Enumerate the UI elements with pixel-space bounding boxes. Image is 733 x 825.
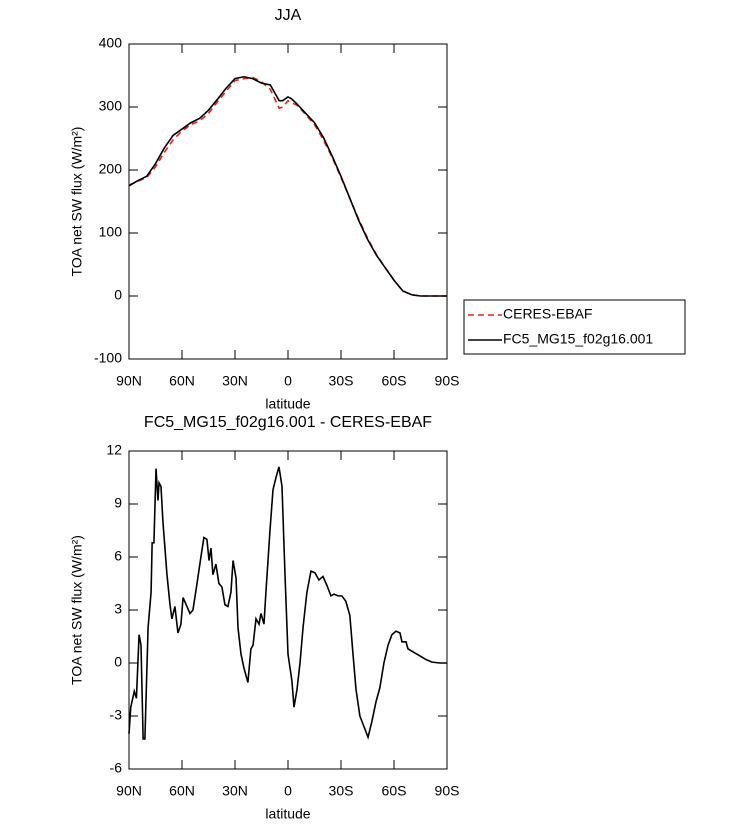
legend-box [463,299,686,355]
y-tick-label: -3 [110,707,123,723]
data-line [128,466,447,740]
data-line [128,76,447,297]
y-tick-label: 0 [114,654,122,670]
y-tick-label: -6 [110,760,123,776]
y-tick-label: 9 [114,495,122,511]
x-tick-label: 90N [116,373,142,389]
x-tick-label: 90N [116,783,142,799]
x-tick-label: 60S [382,783,407,799]
y-tick-label: 3 [114,601,122,617]
y-tick-label: 0 [114,287,122,303]
y-tick-label: 300 [99,98,123,114]
y-axis-label: TOA net SW flux (W/m²) [69,535,85,685]
plot-frame [128,43,448,360]
x-tick-label: 60N [169,373,195,389]
y-tick-label: 6 [114,548,122,564]
plot-frame [128,450,448,770]
x-tick-label: 60N [169,783,195,799]
x-tick-label: 0 [284,373,292,389]
x-axis-label: latitude [265,806,310,822]
y-tick-label: 12 [106,442,122,458]
legend-label: FC5_MG15_f02g16.001 [503,331,653,347]
x-tick-label: 90S [435,783,460,799]
y-tick-label: 400 [99,35,123,51]
y-tick-label: 200 [99,161,123,177]
x-tick-label: 30N [222,783,248,799]
y-axis-label: TOA net SW flux (W/m²) [69,127,85,277]
x-tick-label: 60S [382,373,407,389]
legend-label: CERES-EBAF [503,306,592,322]
x-tick-label: 30S [329,783,354,799]
x-tick-label: 30S [329,373,354,389]
y-tick-label: 100 [99,224,123,240]
x-tick-label: 0 [284,783,292,799]
x-tick-label: 90S [435,373,460,389]
data-line [128,75,447,297]
chart-title: JJA [275,7,302,24]
x-tick-label: 30N [222,373,248,389]
y-tick-label: -100 [94,350,122,366]
x-axis-label: latitude [265,396,310,412]
chart-title: FC5_MG15_f02g16.001 - CERES-EBAF [144,414,432,431]
